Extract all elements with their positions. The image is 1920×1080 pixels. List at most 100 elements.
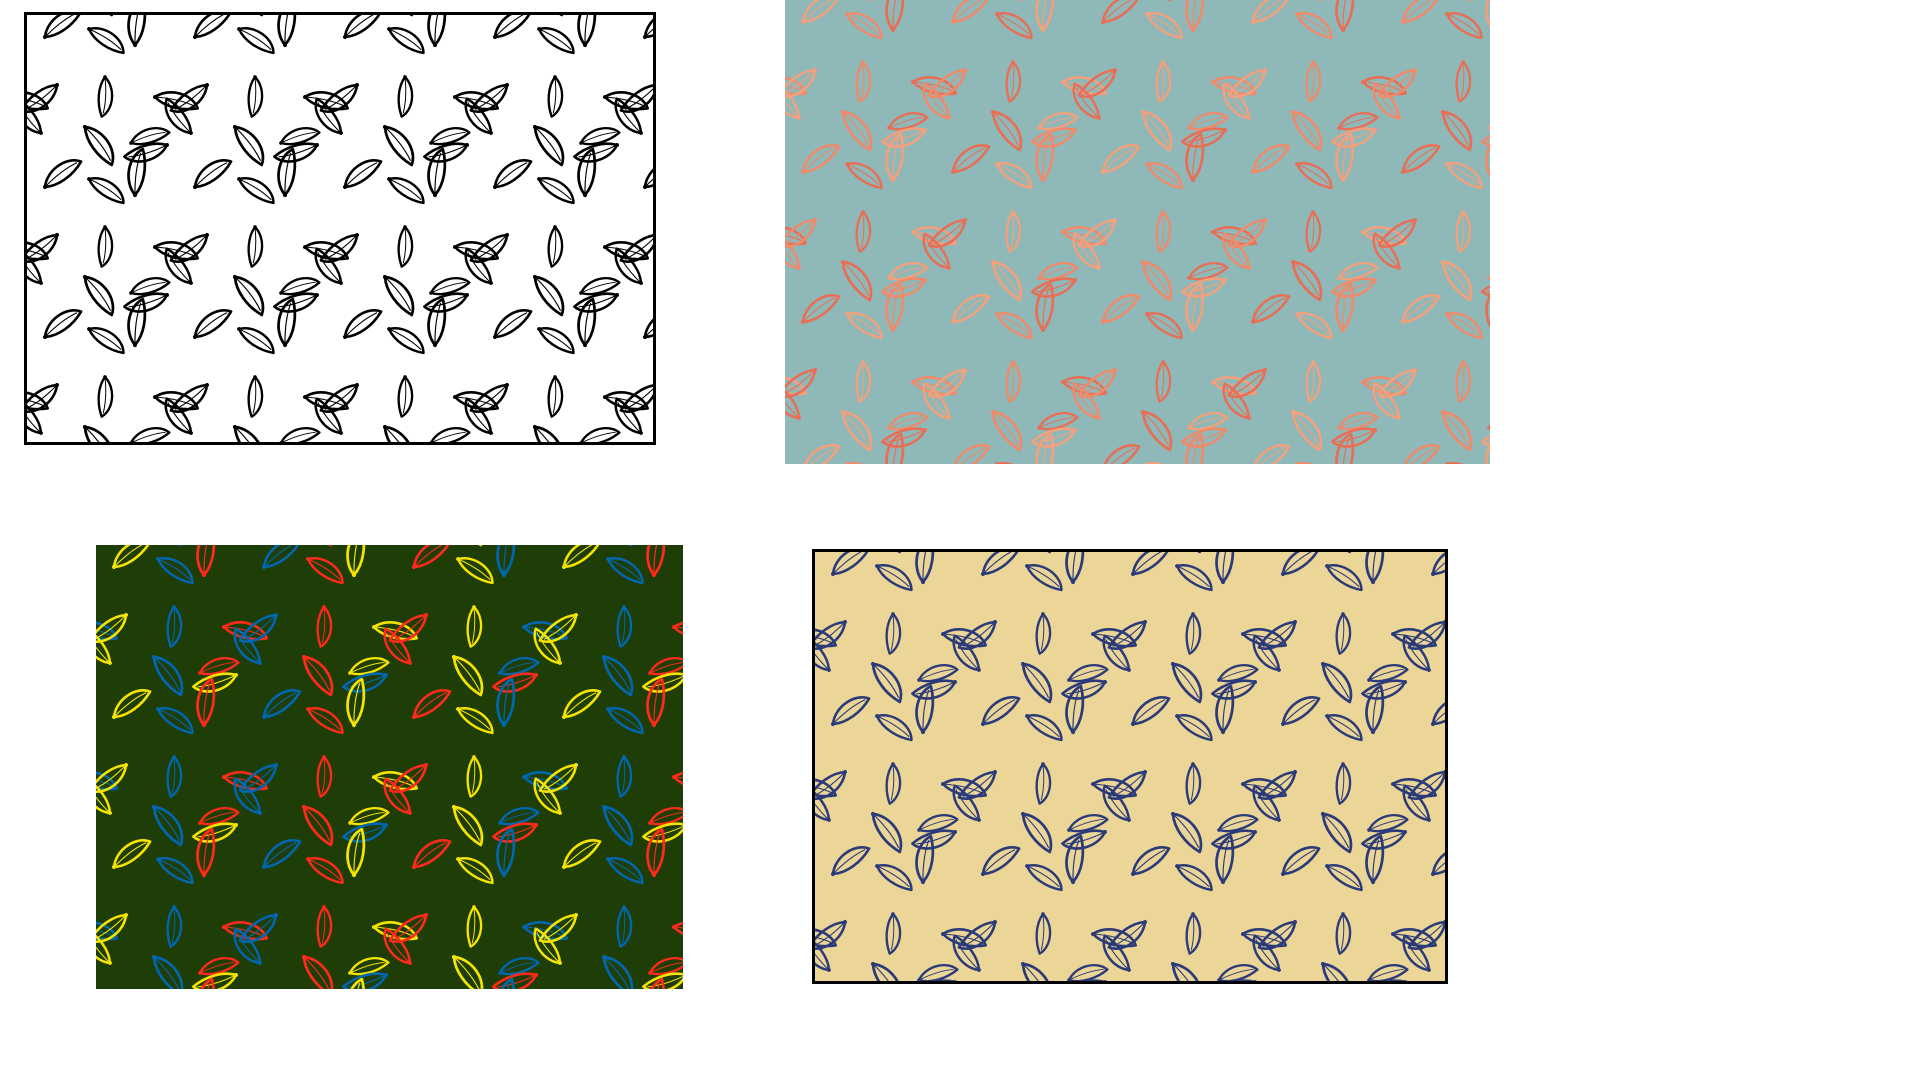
leaf-icon (801, 144, 841, 174)
leaf-icon (247, 225, 264, 268)
leaf-icon (1037, 412, 1079, 431)
leaf-pattern-panel-white (24, 12, 656, 445)
leaf-icon (1367, 664, 1409, 683)
leaf-icon (537, 27, 575, 55)
leaf-icon (990, 109, 1023, 152)
leaf-icon (1481, 127, 1490, 148)
leaf-icon (383, 627, 412, 665)
leaf-icon (112, 689, 152, 719)
leaf-icon (840, 109, 873, 152)
leaf-pattern-svg (27, 15, 653, 442)
leaf-icon (1067, 664, 1109, 683)
leaf-icon (1485, 132, 1490, 182)
leaf-icon (1331, 277, 1377, 298)
leaf-icon (547, 225, 564, 268)
leaf-icon (237, 177, 275, 205)
leaf-icon (1072, 382, 1101, 420)
leaf-icon (616, 755, 633, 798)
leaf-icon (164, 97, 193, 135)
leaf-icon (151, 654, 184, 697)
leaf-icon (306, 857, 344, 885)
leaf-icon (27, 247, 43, 285)
leaf-icon (277, 147, 297, 198)
leaf-icon (1325, 714, 1363, 742)
leaf-icon (1372, 232, 1401, 270)
leaf-icon (831, 696, 871, 726)
leaf-icon (885, 912, 902, 955)
leaf-icon (875, 714, 913, 742)
leaf-icon (981, 552, 1021, 576)
leaf-icon (196, 977, 216, 989)
leaf-icon (1025, 714, 1063, 742)
leaf-icon (348, 657, 390, 676)
leaf-icon (97, 375, 114, 418)
leaf-icon (412, 545, 452, 569)
leaf-icon (573, 292, 619, 313)
leaf-icon (247, 375, 264, 418)
leaf-icon (96, 927, 112, 965)
leaf-icon (342, 672, 388, 693)
leaf-icon (579, 127, 621, 146)
leaf-icon (990, 409, 1023, 452)
leaf-icon (1251, 144, 1291, 174)
leaf-icon (277, 297, 297, 348)
leaf-icon (316, 755, 333, 798)
leaf-icon (1440, 409, 1473, 452)
leaf-icon (397, 75, 414, 118)
leaf-icon (1140, 259, 1173, 302)
leaf-icon (870, 661, 903, 704)
leaf-icon (672, 921, 683, 941)
leaf-icon (314, 397, 343, 435)
leaf-icon (1035, 912, 1052, 955)
leaf-icon (1431, 552, 1445, 576)
leaf-icon (579, 427, 621, 442)
leaf-icon (342, 972, 388, 989)
leaf-icon (1020, 811, 1053, 854)
leaf-icon (532, 424, 565, 442)
leaf-icon (232, 274, 265, 317)
leaf-icon (193, 309, 233, 339)
leaf-icon (995, 162, 1033, 190)
leaf-icon (1175, 714, 1213, 742)
leaf-pattern-panel-green (96, 545, 683, 989)
leaf-icon (1061, 679, 1107, 700)
leaf-icon (262, 689, 302, 719)
leaf-icon (875, 864, 913, 892)
leaf-icon (1305, 210, 1322, 253)
leaf-icon (496, 677, 516, 728)
leaf-icon (831, 552, 871, 576)
leaf-icon (96, 621, 119, 641)
leaf-icon (1185, 432, 1205, 464)
leaf-icon (346, 977, 366, 989)
leaf-icon (464, 397, 493, 435)
leaf-icon (27, 391, 50, 411)
leaf-icon (301, 954, 334, 989)
leaf-icon (577, 15, 597, 48)
leaf-icon (815, 634, 831, 672)
leaf-icon (96, 627, 112, 665)
leaf-icon (1251, 444, 1291, 464)
leaf-icon (606, 557, 644, 585)
leaf-icon (383, 777, 412, 815)
leaf-icon (1440, 109, 1473, 152)
leaf-icon (672, 621, 683, 641)
leaf-icon (1337, 262, 1379, 281)
leaf-icon (123, 292, 169, 313)
leaf-icon (456, 557, 494, 585)
leaf-icon (496, 827, 516, 878)
leaf-icon (1367, 964, 1409, 981)
leaf-icon (1440, 259, 1473, 302)
leaf-icon (427, 297, 447, 348)
leaf-icon (1005, 360, 1022, 403)
leaf-icon (1402, 934, 1431, 972)
leaf-icon (382, 124, 415, 167)
leaf-icon (1431, 846, 1445, 876)
leaf-icon (1251, 0, 1291, 24)
leaf-icon (801, 294, 841, 324)
leaf-icon (1445, 312, 1483, 340)
leaf-icon (1320, 961, 1353, 981)
leaf-icon (1337, 112, 1379, 131)
leaf-pattern-panel-sand (812, 549, 1448, 984)
leaf-icon (1335, 762, 1352, 805)
leaf-icon (1181, 277, 1227, 298)
